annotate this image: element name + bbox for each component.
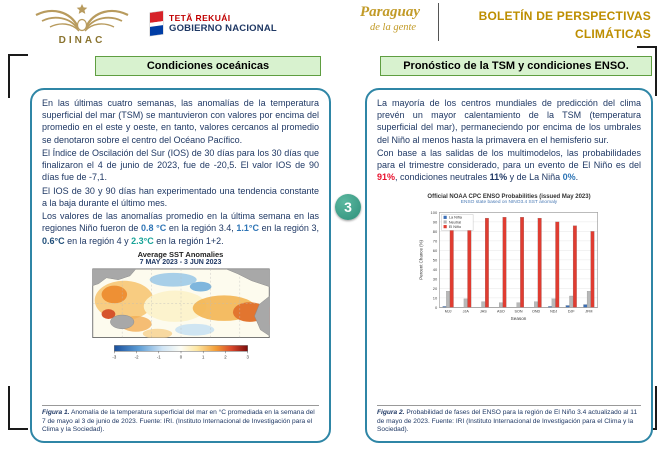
enso-probability-bar-chart: 0 10 20 30 40 50 60 70 80 90 100 MJJ JJA JAS ASO SON OND… <box>418 210 598 321</box>
ocean-conditions-panel: En las últimas cuatro semanas, las anoma… <box>30 88 331 443</box>
svg-text:OND: OND <box>532 309 541 313</box>
svg-text:La Niña: La Niña <box>449 215 463 219</box>
svg-text:Neutral: Neutral <box>449 220 461 224</box>
bracket-top-left <box>8 54 28 98</box>
svg-text:90: 90 <box>433 219 438 224</box>
figure1-caption: Figura 1. Anomalía de la temperatura sup… <box>42 405 319 435</box>
svg-text:-1: -1 <box>156 354 160 359</box>
svg-text:NDJ: NDJ <box>550 309 557 313</box>
el-nino-probability: 91% <box>377 172 396 183</box>
svg-text:-3: -3 <box>112 354 116 359</box>
svg-text:0: 0 <box>179 354 182 359</box>
tsm-forecast-panel: La mayoría de los centros mundiales de p… <box>365 88 653 443</box>
svg-text:20: 20 <box>433 286 438 291</box>
section-heading-forecast: Pronóstico de la TSM y condiciones ENSO. <box>380 56 652 76</box>
svg-text:3: 3 <box>246 354 249 359</box>
svg-text:ASO: ASO <box>497 309 505 313</box>
nino-text-mid1: en la región 3.4, <box>166 223 237 234</box>
svg-text:JJA: JJA <box>463 309 470 313</box>
dinac-logo: DINAC <box>30 3 134 46</box>
anomaly-region-3: 1.1°C <box>236 223 259 234</box>
paragraph-nino-regions: Los valores de las anomalías promedio en… <box>42 210 319 247</box>
paragraph-ios-trend: El IOS de 30 y 90 días han experimentado… <box>42 185 319 208</box>
figure2-caption-label: Figura 2. <box>377 409 405 417</box>
map-title: Average SST Anomalies <box>137 249 224 259</box>
nino-text-mid3: en la región 4 y <box>64 235 132 246</box>
bracket-bottom-left <box>8 386 28 430</box>
figure1-caption-label: Figura 1. <box>42 409 70 417</box>
svg-text:El Niño: El Niño <box>449 225 461 229</box>
prob-text-mid1: , condiciones neutrales <box>395 172 490 183</box>
government-line1: TETÃ REKUÁI <box>169 13 231 23</box>
figure2-caption: Figura 2. Probabilidad de fases del ENSO… <box>377 405 641 435</box>
slogan-line2: de la gente <box>370 21 417 33</box>
figure-enso-probabilities: Official NOAA CPC ENSO Probabilities (is… <box>377 194 641 342</box>
la-nina-probability: 0% <box>562 172 576 183</box>
anomaly-region-4: 0.6°C <box>42 235 65 246</box>
svg-text:60: 60 <box>433 248 438 253</box>
bulletin-title-line2: CLIMÁTICAS <box>575 27 651 41</box>
section-heading-ocean: Condiciones oceánicas <box>95 56 321 76</box>
figure1-caption-text: Anomalía de la temperatura superficial d… <box>42 409 315 434</box>
svg-text:1: 1 <box>202 354 205 359</box>
paragraph-ios-values: El Índice de Oscilación del Sur (IOS) de… <box>42 147 319 183</box>
bulletin-title-line1: BOLETÍN DE PERSPECTIVAS <box>478 9 651 23</box>
sst-anomaly-map-image: -3 -2 -1 0 1 2 3 <box>91 268 270 359</box>
map-subtitle: 7 MAY 2023 - 3 JUN 2023 <box>139 258 222 266</box>
svg-text:80: 80 <box>433 229 438 234</box>
nino-text-prefix: Los valores de las anomalías promedio en… <box>42 211 319 234</box>
svg-text:MJJ: MJJ <box>445 309 452 313</box>
dinac-label: DINAC <box>58 35 106 46</box>
svg-text:SON: SON <box>515 309 523 313</box>
government-line2: GOBIERNO NACIONAL <box>169 23 277 34</box>
figure-sst-map: Average SST Anomalies 7 MAY 2023 - 3 JUN… <box>42 250 319 372</box>
svg-text:100: 100 <box>431 210 438 215</box>
svg-text:JFM: JFM <box>585 309 592 313</box>
svg-text:0: 0 <box>435 305 438 310</box>
government-logo: TETÃ REKUÁI GOBIERNO NACIONAL <box>150 11 277 36</box>
campaign-slogan: Paraguay de la gente <box>360 4 420 33</box>
prob-text-suffix: . <box>575 172 579 183</box>
anomaly-region-12: 2.3°C <box>131 235 154 246</box>
svg-text:50: 50 <box>433 257 438 262</box>
nino-text-suffix: en la región 1+2. <box>153 235 224 246</box>
svg-text:-2: -2 <box>134 354 138 359</box>
svg-text:40: 40 <box>433 267 438 272</box>
paraguay-flag-icon <box>150 11 163 36</box>
bulletin-title: BOLETÍN DE PERSPECTIVAS CLIMÁTICAS <box>479 7 651 43</box>
enso-chart-title: Official NOAA CPC ENSO Probabilities (is… <box>427 193 591 200</box>
nino-text-mid2: en la región 3, <box>258 223 319 234</box>
enso-chart-subtitle: ENSO state based on NINO3.4 SST anomaly <box>460 199 558 205</box>
prob-text-mid2: y de La Niña <box>507 172 563 183</box>
prob-text-prefix: Con base a las salidas de los multimodel… <box>377 147 641 171</box>
anomaly-region-34: 0.8 °C <box>141 223 167 234</box>
paragraph-forecast-overview: La mayoría de los centros mundiales de p… <box>377 98 641 145</box>
svg-text:Percent Chance (%): Percent Chance (%) <box>418 239 423 279</box>
bracket-top-right <box>637 46 657 96</box>
header-divider <box>438 3 439 41</box>
sst-colorbar <box>113 344 248 352</box>
svg-text:2: 2 <box>224 354 227 359</box>
svg-text:Season: Season <box>511 316 527 321</box>
figure2-caption-text: Probabilidad de fases del ENSO para la r… <box>377 409 638 434</box>
svg-text:10: 10 <box>433 295 438 300</box>
svg-text:70: 70 <box>433 238 438 243</box>
paragraph-sst-overview: En las últimas cuatro semanas, las anoma… <box>42 98 319 145</box>
slogan-line1: Paraguay <box>360 4 420 20</box>
svg-text:DJF: DJF <box>568 309 576 313</box>
svg-text:30: 30 <box>433 276 438 281</box>
step-number-badge: 3 <box>335 194 361 220</box>
svg-text:JAS: JAS <box>480 309 487 313</box>
sst-colorbar-labels: -3 -2 -1 0 1 2 3 <box>112 351 249 359</box>
neutral-probability: 11% <box>489 172 508 183</box>
paragraph-probabilities: Con base a las salidas de los multimodel… <box>377 147 641 184</box>
dinac-wings-icon <box>35 4 129 32</box>
